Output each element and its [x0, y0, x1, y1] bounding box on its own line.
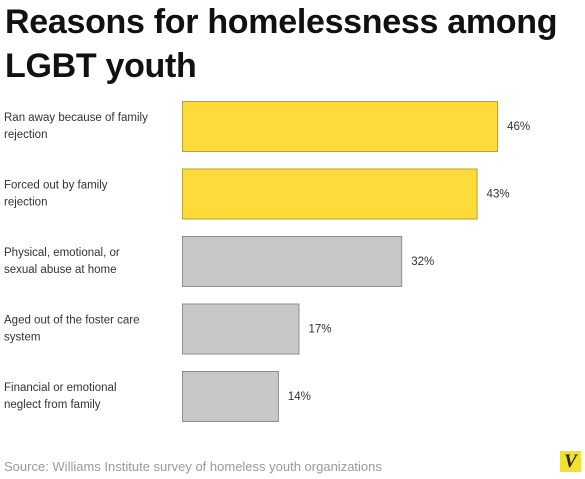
data-label: 43% [487, 189, 510, 201]
category-label-line: sexual abuse at home [4, 264, 117, 276]
category-label-line: Physical, emotional, or [4, 247, 120, 259]
source-note: Source: Williams Institute survey of hom… [4, 459, 382, 474]
bar [182, 303, 300, 355]
category-label: Aged out of the foster care system [4, 315, 140, 344]
category-label-line: neglect from family [4, 399, 101, 411]
chart-title: Reasons for homelessness among LGBT yout… [5, 3, 558, 85]
category-label-line: Aged out of the foster care [4, 315, 140, 327]
category-label-line: rejection [4, 197, 47, 209]
vox-logo-icon: V [560, 451, 581, 472]
bar [182, 168, 478, 220]
bar [182, 236, 403, 287]
category-label: Ran away because of family rejection [4, 112, 148, 141]
bar [182, 371, 279, 422]
category-label: Physical, emotional, or sexual abuse at h… [4, 247, 120, 276]
data-label: 46% [507, 121, 530, 133]
category-label-line: Forced out by family [4, 180, 108, 192]
category-label-line: system [4, 332, 40, 344]
category-label-line: rejection [4, 129, 47, 141]
category-label-line: Ran away because of family [4, 112, 148, 124]
bar [182, 101, 499, 152]
data-label: 32% [411, 256, 434, 268]
category-label: Financial or emotional neglect from famil… [4, 382, 117, 411]
category-label: Forced out by family rejection [4, 180, 108, 209]
category-label-line: Financial or emotional [4, 382, 117, 394]
data-label: 17% [308, 324, 331, 336]
data-label: 14% [288, 391, 311, 403]
